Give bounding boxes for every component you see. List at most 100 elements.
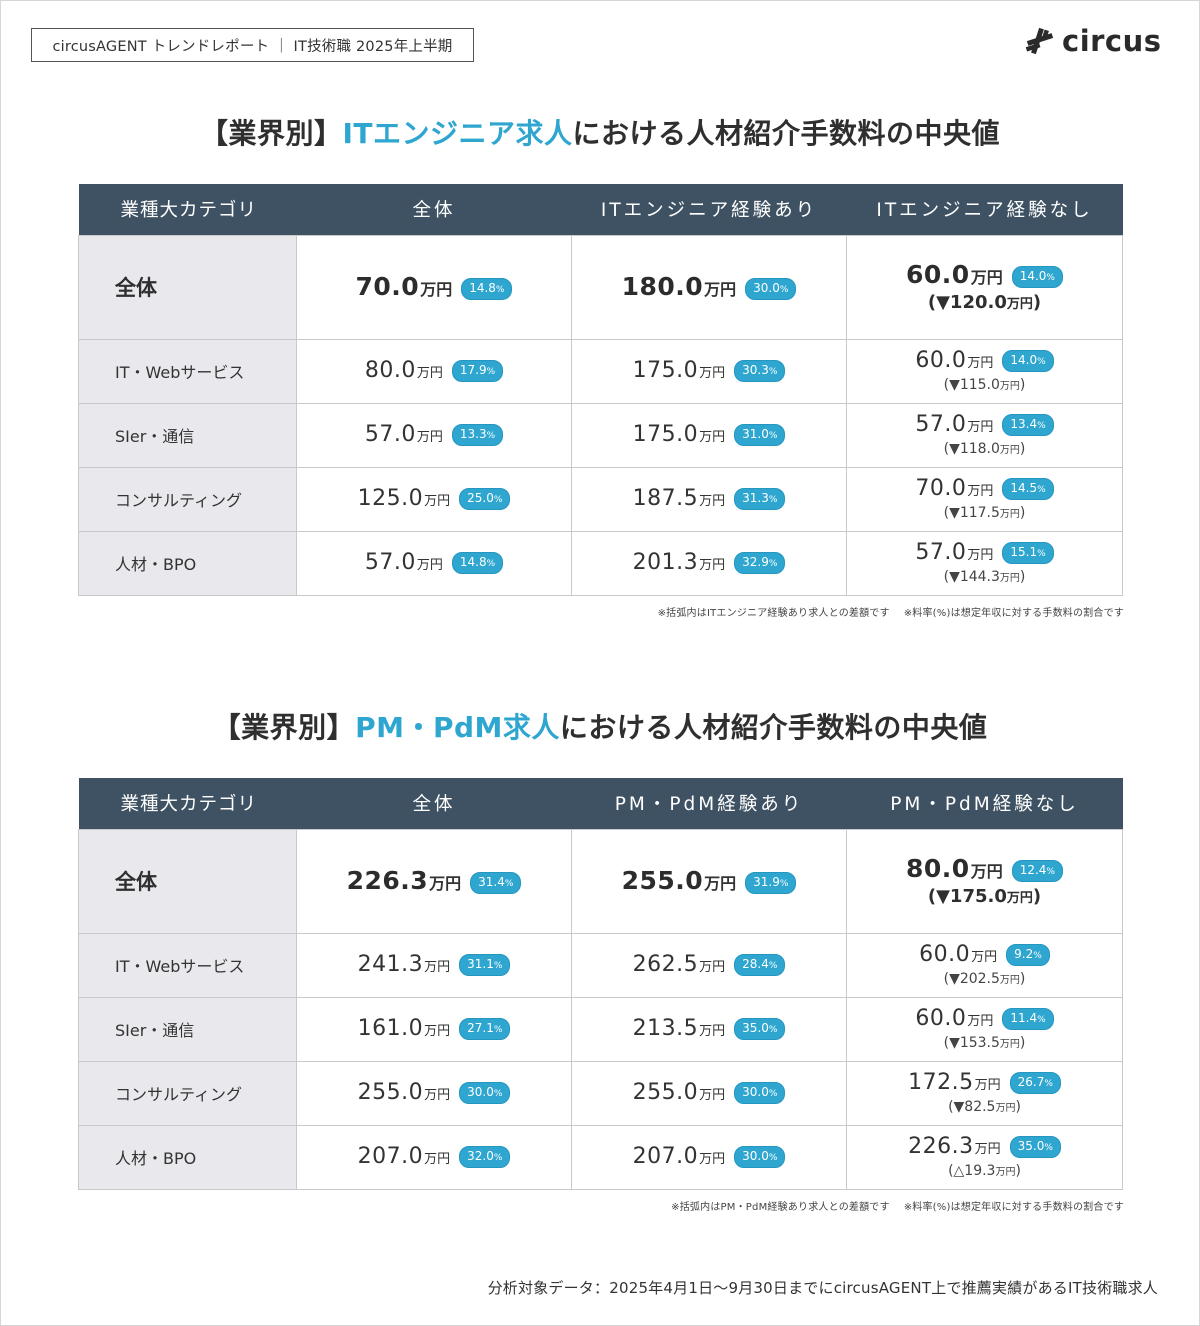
fee-rate-badge: 30.0% xyxy=(734,1145,786,1168)
fee-unit: 万円 xyxy=(699,429,726,445)
fee-value: 175.0 万円 31.0% xyxy=(633,422,786,449)
fee-rate-percent: % xyxy=(768,1088,778,1099)
fee-cell-with: 201.3 万円 32.9% xyxy=(571,530,847,596)
fee-rate-percent: % xyxy=(493,960,503,971)
fee-cell-with: 187.5 万円 31.3% xyxy=(571,466,847,532)
report-tag-text: circusAGENT トレンドレポート ｜ IT技術職 2025年上半期 xyxy=(52,38,453,55)
fee-unit: 万円 xyxy=(971,950,998,966)
fee-rate-value: 14.8 xyxy=(459,554,487,569)
fee-stack: 60.0 万円 14.0% (▼120.0万円) xyxy=(847,260,1122,314)
table-header-row: 業種大カテゴリ 全体 PM・PdM経験あり PM・PdM経験なし xyxy=(78,778,1123,829)
fee-amount: 255.0 xyxy=(357,1079,424,1105)
fee-amount: 175.0 xyxy=(632,421,699,447)
fee-cell-without: 60.0 万円 14.0% (▼115.0万円) xyxy=(846,338,1123,404)
fee-amount: 255.0 xyxy=(632,1079,699,1105)
fee-rate-percent: % xyxy=(1046,866,1055,877)
fee-stack: 57.0 万円 13.4% (▼118.0万円) xyxy=(847,412,1122,457)
table-row: 人材・BPO 207.0 万円 32.0% 207.0 万円 30.0% 226.3 万円 35.… xyxy=(78,1124,1123,1190)
fee-value: 255.0 万円 31.9% xyxy=(622,866,797,897)
fee-amount: 60.0 xyxy=(915,348,967,374)
fee-amount: 57.0 xyxy=(915,540,967,566)
fee-rate-percent: % xyxy=(504,878,514,889)
fee-rate-badge: 31.0% xyxy=(734,423,786,446)
fee-stack: 60.0 万円 14.0% (▼115.0万円) xyxy=(847,348,1122,393)
section2-note-diff: ※括弧内はPM・PdM経験あり求人との差額です xyxy=(671,1202,890,1213)
section2-title: 【業界別】PM・PdM求人における人材紹介手数料の中央値 xyxy=(0,706,1200,746)
fee-rate-percent: % xyxy=(779,878,789,889)
fee-cell-with: 175.0 万円 30.3% xyxy=(571,338,847,404)
fee-value: 172.5 万円 26.7% xyxy=(908,1070,1061,1097)
column-header-all: 全体 xyxy=(296,778,572,829)
fee-rate-badge: 13.3% xyxy=(451,423,504,446)
fee-rate-value: 30.0 xyxy=(742,1084,769,1099)
fee-rate-value: 35.0 xyxy=(742,1020,769,1035)
table-row: コンサルティング 255.0 万円 30.0% 255.0 万円 30.0% 172.5 万円 2… xyxy=(78,1060,1123,1126)
fee-unit: 万円 xyxy=(699,493,726,509)
fee-amount: 57.0 xyxy=(915,412,967,438)
fee-difference-amount: (▼117.5 xyxy=(943,505,1000,522)
category-cell: SIer・通信 xyxy=(78,996,297,1062)
fee-rate-badge: 14.5% xyxy=(1002,478,1054,501)
fee-difference: (▼202.5万円) xyxy=(944,971,1026,987)
fee-cell-all: 70.0 万円 14.8% xyxy=(296,234,572,340)
fee-rate-badge: 35.0% xyxy=(734,1017,786,1040)
fee-unit: 万円 xyxy=(424,493,451,509)
fee-difference-close: ) xyxy=(1019,971,1026,988)
fee-difference: (▼175.0万円) xyxy=(928,886,1041,908)
fee-rate-value: 31.9 xyxy=(753,874,780,889)
table-row: 人材・BPO 57.0 万円 14.8% 201.3 万円 32.9% 57.0 万円 15.1%… xyxy=(78,530,1123,596)
fee-rate-percent: % xyxy=(768,1152,778,1163)
fee-cell-all: 125.0 万円 25.0% xyxy=(296,466,572,532)
fee-amount: 201.3 xyxy=(632,549,699,575)
fee-value: 201.3 万円 32.9% xyxy=(633,550,786,577)
fee-unit: 万円 xyxy=(424,1087,451,1103)
fee-value: 125.0 万円 25.0% xyxy=(358,486,511,513)
fee-value: 207.0 万円 32.0% xyxy=(358,1144,511,1171)
fee-unit: 万円 xyxy=(699,365,726,381)
fee-difference-unit: 万円 xyxy=(999,509,1020,521)
fee-unit: 万円 xyxy=(424,959,451,975)
section2-table: 業種大カテゴリ 全体 PM・PdM経験あり PM・PdM経験なし 全体 226.3… xyxy=(78,778,1123,1190)
fee-stack: 70.0 万円 14.5% (▼117.5万円) xyxy=(847,476,1122,521)
section1-table: 業種大カテゴリ 全体 ITエンジニア経験あり ITエンジニア経験なし 全体 70.… xyxy=(78,184,1123,596)
fee-rate-value: 27.1 xyxy=(467,1020,494,1035)
fee-stack: 80.0 万円 12.4% (▼175.0万円) xyxy=(847,853,1122,908)
fee-rate-badge: 35.0% xyxy=(1009,1136,1061,1159)
section1-notes: ※括弧内はITエンジニア経験あり求人との差額です ※料率(%)は想定年収に対する手… xyxy=(658,604,1124,619)
fee-value: 207.0 万円 30.0% xyxy=(633,1144,786,1171)
fee-cell-with: 255.0 万円 31.9% xyxy=(571,828,847,934)
fee-difference-amount: (▼118.0 xyxy=(943,441,1000,458)
fee-value: 57.0 万円 13.4% xyxy=(915,412,1054,439)
fee-amount: 161.0 xyxy=(357,1015,424,1041)
report-tag: circusAGENT トレンドレポート ｜ IT技術職 2025年上半期 xyxy=(31,28,474,62)
fee-difference-amount: (▼144.3 xyxy=(943,569,1000,586)
fee-difference-amount: (▼115.0 xyxy=(943,377,1000,394)
fee-rate-percent: % xyxy=(486,430,496,441)
fee-amount: 57.0 xyxy=(364,549,416,575)
circus-logo-word: circus xyxy=(1062,24,1162,58)
column-header-with-experience: ITエンジニア経験あり xyxy=(571,184,847,235)
column-header-without-experience: ITエンジニア経験なし xyxy=(846,184,1123,235)
fee-rate-percent: % xyxy=(1046,272,1055,283)
fee-difference-close: ) xyxy=(1019,1035,1026,1052)
fee-stack: 57.0 万円 15.1% (▼144.3万円) xyxy=(847,540,1122,585)
fee-value: 70.0 万円 14.5% xyxy=(915,476,1054,503)
fee-rate-value: 14.8 xyxy=(469,280,496,295)
fee-rate-badge: 17.9% xyxy=(451,359,504,382)
fee-amount: 241.3 xyxy=(357,951,424,977)
fee-unit: 万円 xyxy=(424,1151,451,1167)
fee-value: 80.0 万円 12.4% xyxy=(906,853,1063,885)
fee-rate-badge: 30.0% xyxy=(734,1081,786,1104)
fee-rate-value: 14.0 xyxy=(1019,268,1047,283)
fee-rate-percent: % xyxy=(1033,951,1042,962)
fee-unit: 万円 xyxy=(699,959,726,975)
fee-cell-all: 226.3 万円 31.4% xyxy=(296,828,572,934)
fee-value: 213.5 万円 35.0% xyxy=(633,1016,786,1043)
fee-difference: (▼82.5万円) xyxy=(948,1099,1021,1115)
fee-difference: (▼144.3万円) xyxy=(944,569,1026,585)
fee-cell-without: 70.0 万円 14.5% (▼117.5万円) xyxy=(846,466,1123,532)
fee-value: 255.0 万円 30.0% xyxy=(633,1080,786,1107)
table-row: IT・Webサービス 241.3 万円 31.1% 262.5 万円 28.4% 60.0 万円… xyxy=(78,932,1123,998)
fee-amount: 80.0 xyxy=(906,853,970,883)
fee-difference: (▼120.0万円) xyxy=(928,292,1041,314)
